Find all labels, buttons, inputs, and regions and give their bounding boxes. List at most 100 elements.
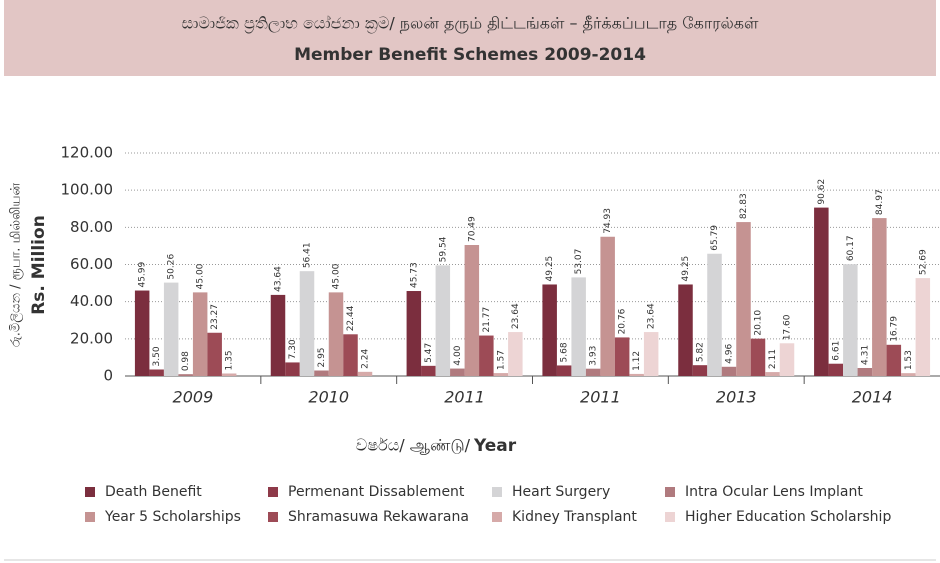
y-tick-label: 0 [103,367,113,385]
bar [750,338,766,376]
value-label: 45.00 [332,263,342,289]
bar [779,343,795,376]
x-tick-label: 2014 [852,388,893,407]
value-label: 50.26 [167,254,177,280]
x-tick-label: 2011 [444,388,485,407]
value-label: 43.64 [274,266,284,292]
value-label: 4.00 [453,345,463,365]
y-tick-label: 120.00 [61,144,114,162]
chart-title: සාමාජික ප්‍රතිලාභ යෝජනා ක්‍රම/ நலன் தரும… [182,14,759,34]
value-label: 49.25 [545,256,555,282]
bar [915,278,931,376]
value-label: 2.95 [317,347,327,367]
value-label: 5.68 [560,342,570,362]
value-label: 20.76 [618,308,628,334]
value-label: 17.60 [783,314,793,340]
value-label: 1.53 [904,350,914,370]
legend-swatch [665,512,675,522]
value-label: 23.64 [511,303,521,329]
bar [192,292,208,376]
legend-label: Death Benefit [105,484,202,500]
value-label: 5.47 [424,343,434,363]
bar [721,366,737,376]
legend-label: Higher Education Scholarship [685,509,891,525]
legend-swatch [268,512,278,522]
value-label: 52.69 [918,249,928,275]
value-label: 60.17 [846,235,856,261]
header-band [4,0,936,76]
value-label: 56.41 [303,242,313,268]
value-label: 3.93 [589,346,599,366]
bar [857,367,873,376]
bar [493,373,509,376]
y-tick-label: 60.00 [70,255,113,273]
bar [814,207,829,376]
value-label: 1.35 [225,350,235,370]
legend-label: Permenant Dissablement [288,484,465,500]
x-tick-label: 2013 [716,388,757,407]
bar [736,222,751,376]
bar [643,332,659,376]
bar [678,284,693,376]
bar [629,373,644,376]
y-tick-label: 100.00 [61,181,114,199]
value-label: 45.99 [138,261,148,287]
bar [149,369,164,376]
legend-label: Shramasuwa Rekawarana [288,509,469,525]
bar [901,373,916,376]
value-label: 7.30 [288,339,298,359]
bar [765,372,780,376]
value-label: 70.49 [467,216,477,242]
x-tick-label: 2009 [173,388,214,407]
bar [843,264,858,376]
value-label: 21.77 [482,307,492,333]
bar [828,363,844,376]
value-label: 4.96 [725,343,735,363]
value-label: 65.79 [710,225,720,251]
value-label: 82.83 [739,193,749,219]
x-tick-label: 2010 [308,388,349,407]
legend-swatch [85,512,95,522]
bar [450,368,465,376]
value-label: 53.07 [574,249,584,275]
bar [285,362,300,376]
x-axis-label-local: වර්ෂය/ ஆண்டு/ [356,436,471,455]
bar [508,332,523,376]
bar [479,335,494,376]
bar [585,368,601,376]
bar [328,292,344,376]
value-label: 59.54 [438,236,448,262]
value-label: 0.98 [181,351,191,371]
value-label: 84.97 [875,189,885,215]
value-label: 45.00 [196,263,206,289]
bar [707,253,722,376]
legend-label: Heart Surgery [512,484,610,500]
bar [314,370,329,376]
bar [357,371,373,376]
y-tick-label: 80.00 [70,218,113,236]
value-label: 1.57 [496,350,506,370]
legend-swatch [492,487,502,497]
y-axis-label: Rs. Million [29,215,49,315]
value-label: 49.25 [681,256,691,282]
bar [421,365,436,376]
bar [435,265,451,376]
legend-label: Intra Ocular Lens Implant [685,484,863,500]
y-tick-label: 40.00 [70,292,113,310]
legend-swatch [492,512,502,522]
bar [464,245,480,376]
value-label: 23.27 [210,304,220,330]
value-label: 6.61 [831,341,841,361]
value-label: 20.10 [754,310,764,336]
value-label: 23.64 [647,303,657,329]
bar [614,337,630,376]
value-label: 16.79 [889,316,899,342]
bar [886,344,902,376]
legend-swatch [665,487,675,497]
value-label: 1.12 [632,351,642,371]
value-label: 3.50 [152,346,162,366]
bar [571,277,586,376]
x-axis-label: Year [473,436,517,456]
bar [556,365,572,376]
